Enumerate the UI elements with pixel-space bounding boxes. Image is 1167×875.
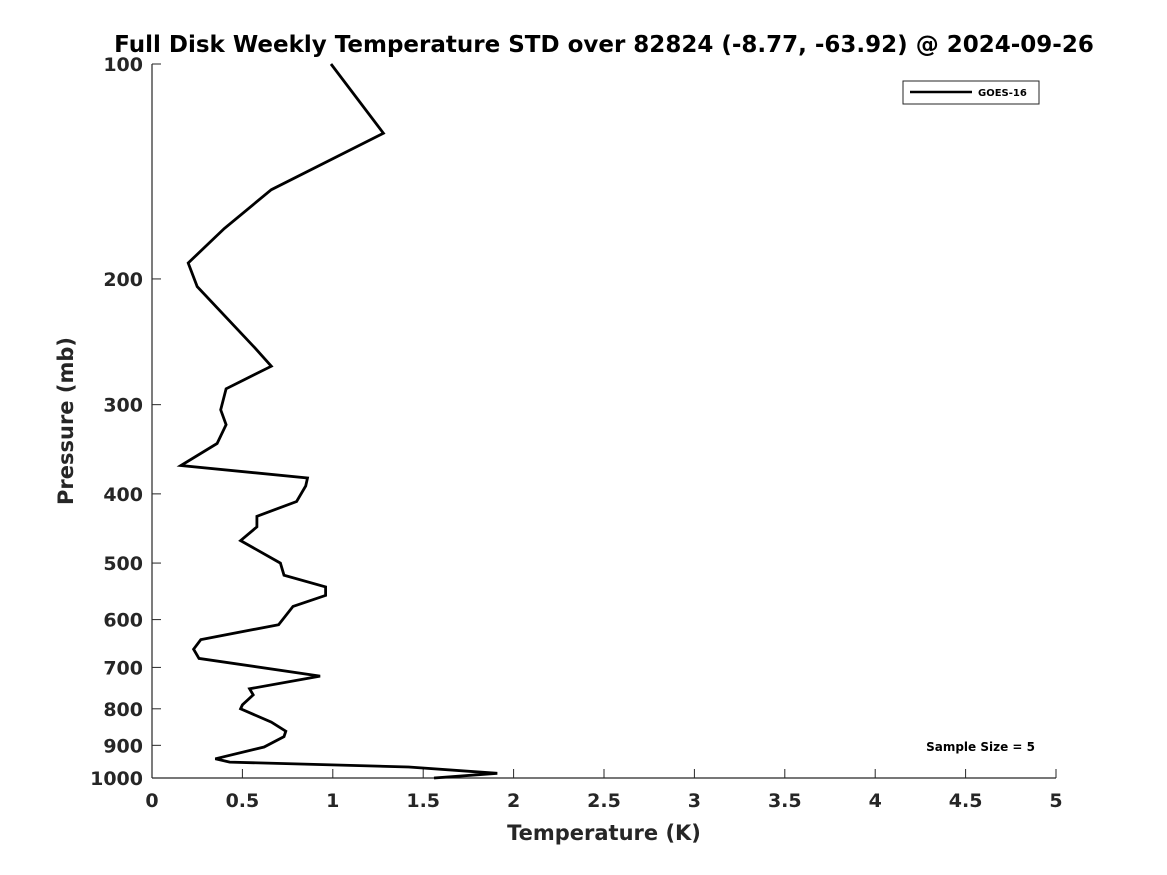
x-tick-label: 3 (688, 790, 701, 812)
y-tick-label: 400 (103, 484, 143, 506)
x-tick-label: 2.5 (587, 790, 621, 812)
series-layer (176, 63, 498, 780)
y-axis-label: Pressure (mb) (54, 337, 78, 505)
y-tick-label: 700 (103, 657, 143, 679)
x-tick-label: 5 (1049, 790, 1062, 812)
y-tick-label: 800 (103, 699, 143, 721)
y-tick-label: 500 (103, 553, 143, 575)
x-tick-label: 0.5 (226, 790, 260, 812)
x-tick-label: 1.5 (406, 790, 440, 812)
x-tick-label: 4.5 (949, 790, 983, 812)
y-tick-label: 1000 (90, 768, 143, 790)
sample-size-annotation: Sample Size = 5 (926, 740, 1035, 754)
x-axis-label: Temperature (K) (507, 821, 701, 845)
chart-title: Full Disk Weekly Temperature STD over 82… (114, 32, 1094, 58)
x-tick-label: 1 (326, 790, 339, 812)
x-tick-label: 3.5 (768, 790, 802, 812)
y-tick-label: 300 (103, 395, 143, 417)
y-tick-label: 900 (103, 735, 143, 757)
y-tick-label: 600 (103, 610, 143, 632)
y-tick-label: 200 (103, 269, 143, 291)
series-line-goes-16 (176, 63, 498, 780)
x-tick-label: 0 (145, 790, 158, 812)
x-tick-label: 4 (869, 790, 882, 812)
legend-label-goes-16: GOES-16 (978, 88, 1027, 99)
y-tick-label: 100 (103, 54, 143, 76)
x-tick-label: 2 (507, 790, 520, 812)
y-ticks: 100 200 300 400 500 600 700 800 900 1000 (90, 54, 161, 790)
legend: GOES-16 (902, 80, 1040, 105)
x-ticks: 0 0.5 1 1.5 2 2.5 3 3.5 4 4.5 5 (145, 769, 1063, 812)
